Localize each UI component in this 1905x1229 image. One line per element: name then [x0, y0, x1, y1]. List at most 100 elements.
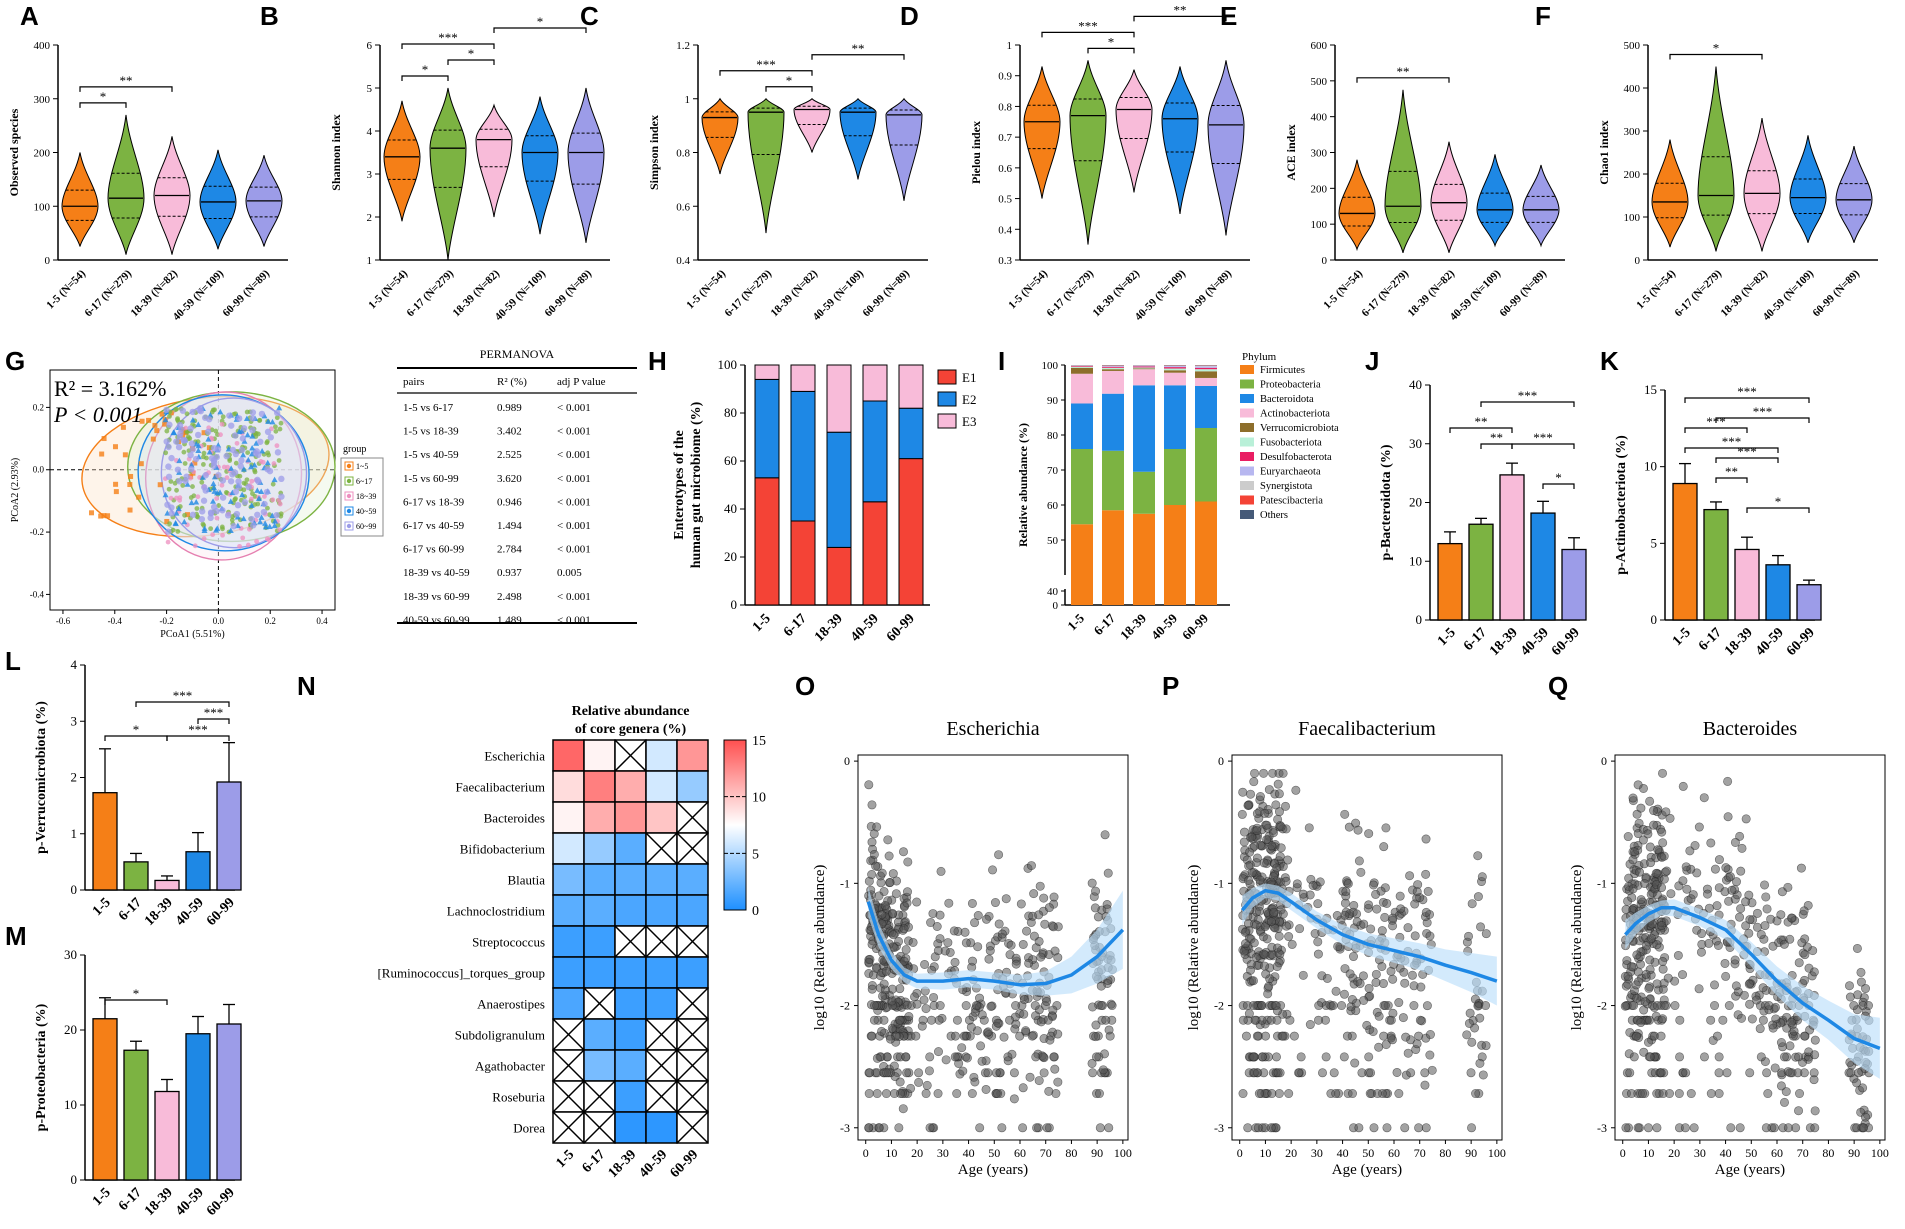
x-tick-label: 80 [1822, 1146, 1834, 1160]
table-cell: 40-59 vs 60-99 [403, 614, 470, 626]
x-tick-label: 18-39 [606, 1147, 640, 1181]
data-point [901, 945, 911, 955]
data-point [949, 926, 959, 936]
violin-5-group-5 [1522, 164, 1560, 248]
point [223, 452, 230, 460]
data-point [1786, 1017, 1796, 1027]
x-tick-label: 1-5 [90, 1185, 114, 1209]
y-tick-label: 0 [1416, 612, 1423, 627]
y-tick-label: 50 [1047, 535, 1059, 547]
data-point [1421, 834, 1431, 844]
data-point [1027, 1031, 1037, 1041]
point [217, 408, 224, 415]
data-point [1769, 1123, 1779, 1133]
point [163, 450, 169, 456]
data-point [960, 927, 970, 937]
plot-title: Faecalibacterium [1298, 718, 1436, 740]
data-point [1699, 1052, 1709, 1062]
y-axis-label: ACE index [1284, 124, 1298, 180]
point [187, 425, 194, 432]
data-point [1763, 1089, 1773, 1099]
data-point [1001, 894, 1011, 904]
stacked-bar-desulfobacterota [1133, 366, 1155, 368]
heatmap-title: Relative abundance [572, 704, 690, 719]
table-cell: 2.784 [497, 544, 522, 556]
violin-5-group-2 [1697, 66, 1735, 252]
data-point [1680, 1123, 1690, 1133]
data-point [1629, 1001, 1639, 1011]
data-point [1794, 958, 1804, 968]
missing-cross [645, 925, 678, 958]
data-point [877, 1026, 887, 1036]
table-cell: 1-5 vs 6-17 [403, 402, 454, 414]
data-point [1416, 982, 1426, 992]
point [166, 486, 172, 492]
stacked-bar-bacteroidota [1195, 386, 1217, 428]
data-point [1475, 1058, 1485, 1068]
point [241, 499, 249, 506]
data-point [1755, 1024, 1765, 1034]
data-point [1021, 1026, 1031, 1036]
data-point [1262, 835, 1272, 845]
data-point [891, 889, 901, 899]
y-tick-label: 300 [34, 94, 51, 106]
data-point [1281, 921, 1291, 931]
y-tick-label: 0.5 [998, 194, 1012, 206]
table-header: R² (%) [497, 376, 527, 388]
point [175, 529, 181, 534]
stacked-bar-e3 [754, 364, 780, 380]
heatmap-cell [645, 770, 678, 803]
bar-18-39 [1734, 548, 1760, 621]
legend-title: group [343, 444, 366, 455]
point [163, 406, 170, 414]
stacked-bar-firmicutes-base [1071, 591, 1093, 605]
x-tick-label: 0.0 [213, 616, 225, 626]
stacked-bar-e1 [862, 501, 888, 606]
legend-marker [346, 478, 352, 484]
significance-label: *** [1722, 434, 1742, 449]
panel-label-l: L [5, 646, 21, 676]
x-tick-label: 1-5 [1670, 625, 1694, 649]
x-tick-label: 6-17 [116, 895, 145, 924]
significance-label: * [133, 986, 140, 1001]
point [165, 443, 172, 451]
data-point [870, 1001, 880, 1011]
data-point [1661, 807, 1671, 817]
missing-cross [552, 1018, 585, 1051]
data-point [1652, 940, 1662, 950]
data-point [1267, 841, 1277, 851]
data-point [1243, 1123, 1253, 1133]
data-point [877, 910, 887, 920]
stacked-bar-verrucomicrobiota [1133, 368, 1155, 370]
point [258, 514, 265, 520]
table-cell: 1-5 vs 18-39 [403, 426, 459, 438]
data-point [925, 1052, 935, 1062]
y-tick-label: 0.6 [998, 163, 1012, 175]
data-point [1238, 1089, 1248, 1099]
point [260, 459, 266, 465]
data-point [957, 1043, 967, 1053]
legend-label: Actinobacteriota [1260, 409, 1330, 420]
heatmap-cell [676, 894, 709, 927]
x-tick-label: 6-17 [1461, 625, 1490, 654]
missing-cross [583, 1111, 616, 1144]
data-point [1747, 1014, 1757, 1024]
significance-label: * [133, 722, 140, 737]
legend-label: Fusobacteriota [1260, 438, 1322, 449]
point [261, 500, 268, 508]
point [150, 436, 156, 442]
data-point [1779, 1097, 1789, 1107]
point [173, 407, 178, 413]
point [234, 440, 240, 446]
data-point [1009, 1068, 1019, 1078]
data-point [1245, 847, 1255, 857]
x-tick-label: 60-99 (N=89) [861, 267, 913, 319]
data-point [1313, 949, 1323, 959]
point [199, 508, 206, 515]
data-point [1652, 979, 1662, 989]
point [201, 527, 208, 534]
y-axis-label: PCoA2 (2.93%) [10, 458, 21, 522]
data-point [1409, 1001, 1419, 1011]
point [219, 482, 225, 488]
y-axis-label: Chao1 index [1597, 120, 1611, 184]
